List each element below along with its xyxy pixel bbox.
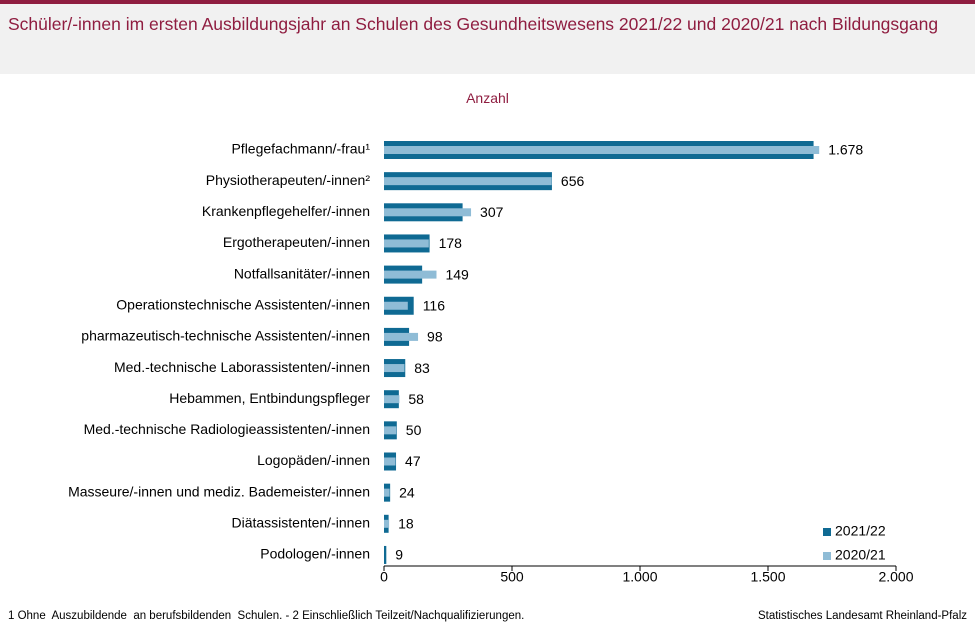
legend-swatch (823, 552, 831, 560)
bar-2020-21 (384, 177, 552, 186)
legend-label: 2021/22 (835, 523, 886, 539)
data-label: 116 (423, 297, 446, 313)
data-label: 307 (480, 204, 504, 220)
bar-2020-21 (384, 208, 472, 217)
x-tick-label: 1.000 (622, 569, 657, 585)
data-label: 1.678 (828, 142, 863, 158)
data-label: 18 (398, 516, 414, 532)
category-label: pharmazeutisch-technische Assistenten/-i… (81, 328, 370, 344)
category-label: Podologen/-innen (260, 546, 370, 562)
category-label: Notfallsanitäter/-innen (234, 265, 370, 281)
bar-2020-21 (384, 364, 405, 373)
unit-label: Anzahl (466, 90, 509, 106)
chart-title: Schüler/-innen im ersten Ausbildungsjahr… (8, 14, 939, 34)
category-label: Ergotherapeuten/-innen (223, 234, 370, 250)
bar-2020-21 (384, 426, 397, 435)
header: Schüler/-innen im ersten Ausbildungsjahr… (0, 4, 975, 74)
bar-2020-21 (384, 239, 429, 248)
bar-2021-22 (384, 545, 387, 564)
top-accent-bar (0, 0, 975, 4)
data-label: 656 (561, 173, 585, 189)
category-label: Med.-technische Laborassistenten/-innen (114, 359, 370, 375)
data-label: 9 (395, 547, 403, 563)
data-label: 47 (405, 453, 421, 469)
x-tick-label: 1.500 (750, 569, 785, 585)
category-label: Med.-technische Radiologieassistenten/-i… (84, 421, 370, 437)
data-label: 50 (406, 422, 422, 438)
legend-label: 2020/21 (835, 547, 886, 563)
category-label: Logopäden/-innen (257, 452, 370, 468)
bar-2020-21 (384, 457, 396, 466)
footnote: 1 Ohne Auszubildende an berufsbildenden … (8, 610, 525, 622)
category-label: Physiotherapeuten/-innen² (206, 172, 371, 188)
x-tick-label: 2.000 (878, 569, 913, 585)
category-label: Masseure/-innen und mediz. Bademeister/-… (68, 483, 370, 499)
data-label: 58 (408, 391, 424, 407)
legend-swatch (823, 528, 831, 536)
category-label: Krankenpflegehelfer/-innen (202, 203, 370, 219)
bar-2020-21 (384, 270, 437, 279)
data-label: 24 (399, 484, 415, 500)
category-label: Hebammen, Entbindungspfleger (169, 390, 370, 406)
category-label: Operationstechnische Assistenten/-innen (116, 296, 370, 312)
bar-2020-21 (384, 395, 400, 404)
bar-2020-21 (384, 301, 408, 310)
bar-2020-21 (384, 519, 390, 528)
data-label: 98 (427, 329, 443, 345)
category-label: Pflegefachmann/-frau¹ (231, 141, 370, 157)
bar-2020-21 (384, 488, 390, 497)
x-tick-label: 0 (380, 569, 388, 585)
data-label: 149 (445, 266, 469, 282)
category-label: Diätassistenten/-innen (231, 515, 370, 531)
source-note: Statistisches Landesamt Rheinland-Pfalz (757, 610, 967, 622)
plot-area (0, 76, 975, 629)
data-label: 178 (439, 235, 463, 251)
bar-2020-21 (384, 146, 820, 154)
bar-2020-21 (384, 332, 419, 341)
data-label: 83 (414, 360, 430, 376)
x-tick-label: 500 (500, 569, 524, 585)
